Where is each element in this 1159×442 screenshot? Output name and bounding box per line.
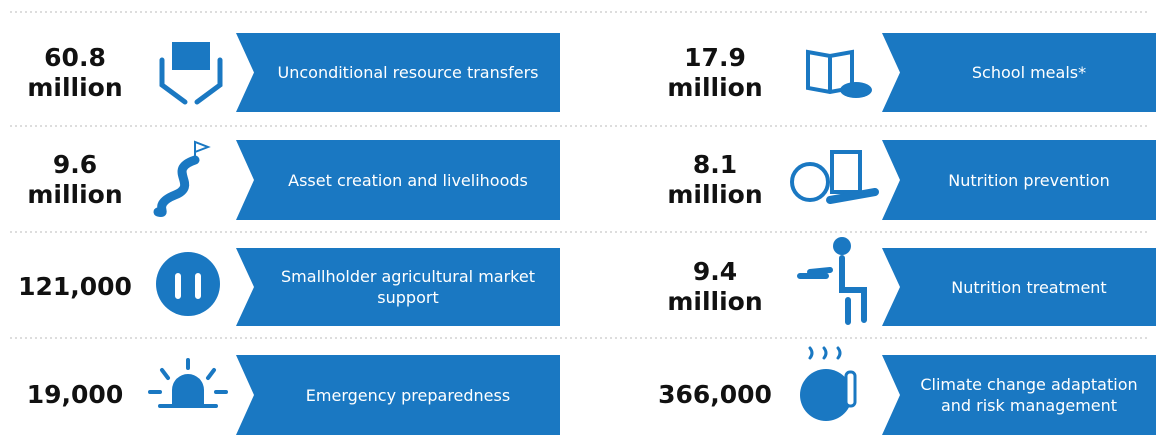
separators [10,11,1150,339]
value: 17.9 million [667,42,763,102]
icon-siren [172,374,204,404]
icon-head [833,237,851,255]
value: 121,000 [18,272,132,301]
label-box [236,355,560,435]
icons [148,42,879,421]
icon-box [172,42,210,70]
icon-carrot [826,188,879,204]
icon-circle [156,252,220,316]
label: Smallholder agricultural market support [281,267,535,307]
label: School meals* [971,63,1087,82]
label-box [882,33,1156,112]
label: Asset creation and livelihoods [288,170,528,190]
value: 60.8 million [27,42,123,102]
icon-bowl [840,82,872,98]
label-box [236,140,560,220]
icon-road [153,155,200,217]
icon-thermometer [844,370,857,408]
icon-glass [830,150,862,194]
icon-heat [808,346,842,360]
label-box [882,248,1156,326]
label: Nutrition prevention [948,170,1110,190]
value: 366,000 [658,380,772,409]
icon-rays [148,358,228,408]
label-box [882,355,1156,435]
icon-flag [194,140,211,161]
value: 9.6 million [27,150,123,209]
label-box [236,33,560,112]
value: 19,000 [26,380,124,409]
label: Nutrition treatment [951,277,1107,297]
icon-apple [790,162,830,202]
icon-figures [175,273,201,299]
icon-person [797,255,867,325]
label-box [236,248,560,326]
icon-hands [159,57,223,105]
label: Climate change adaptation and risk manag… [920,375,1138,415]
label-box [882,140,1156,220]
value: 8.1 million [667,150,763,209]
icon-globe [800,369,852,421]
value: 9.4 million [667,257,763,316]
label: Emergency preparedness [305,385,511,405]
label: Unconditional resource transfers [277,63,539,82]
